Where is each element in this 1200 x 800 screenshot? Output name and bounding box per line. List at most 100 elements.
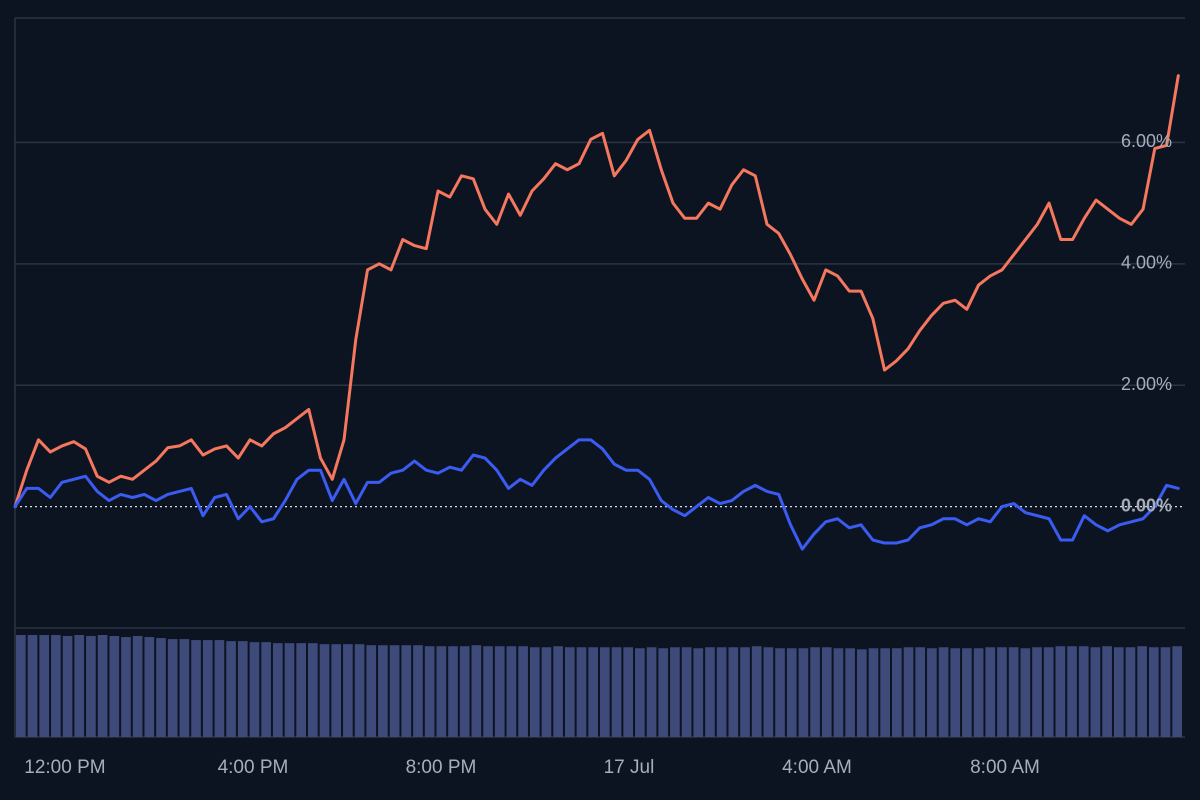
- volume-bar: [868, 648, 879, 737]
- volume-bar: [1090, 647, 1101, 737]
- volume-bar: [121, 637, 131, 737]
- volume-bar: [1113, 647, 1124, 737]
- volume-bar: [1055, 646, 1066, 737]
- volume-bar: [915, 647, 926, 737]
- volume-bar: [973, 648, 984, 737]
- volume-bar: [202, 640, 213, 737]
- volume-bar: [541, 647, 552, 737]
- volume-bar: [448, 646, 458, 737]
- volume-bar: [459, 646, 470, 737]
- volume-bar: [833, 648, 844, 737]
- volume-bar: [670, 647, 680, 737]
- x-tick-label: 8:00 PM: [406, 757, 477, 778]
- volume-bar: [716, 647, 727, 737]
- volume-bar: [86, 636, 96, 737]
- volume-bar: [775, 648, 785, 737]
- volume-bar: [576, 647, 587, 737]
- volume-bar: [681, 647, 692, 737]
- volume-bar: [109, 636, 120, 737]
- y-tick-label: 0.00%: [1121, 495, 1172, 515]
- volume-bar: [424, 646, 435, 737]
- volume-bar: [1078, 646, 1089, 737]
- volume-bar: [892, 648, 902, 737]
- x-tick-label: 4:00 PM: [218, 757, 289, 778]
- volume-bar: [51, 635, 61, 737]
- x-tick-label: 17 Jul: [604, 757, 655, 778]
- volume-bar: [611, 647, 622, 737]
- volume-bar: [413, 645, 423, 737]
- volume-bar: [529, 647, 540, 737]
- volume-bar: [16, 635, 26, 737]
- volume-bar: [214, 640, 225, 737]
- volume-bar: [272, 643, 283, 737]
- volume-bar: [658, 648, 669, 737]
- volume-bar: [1160, 647, 1171, 737]
- volume-bar: [179, 639, 190, 737]
- volume-bar: [62, 636, 73, 737]
- volume-bar: [74, 635, 85, 737]
- y-tick-label: 6.00%: [1121, 131, 1172, 151]
- volume-bar: [1043, 647, 1054, 737]
- volume-bar: [1067, 646, 1077, 737]
- volume-bar: [646, 647, 657, 737]
- volume-bar: [237, 641, 248, 737]
- volume-bar: [798, 648, 809, 737]
- volume-bar: [938, 647, 949, 737]
- volume-bar: [144, 637, 155, 737]
- volume-bar: [389, 645, 400, 737]
- y-tick-label: 4.00%: [1121, 253, 1172, 273]
- volume-bar: [1102, 646, 1112, 737]
- volume-bar: [226, 641, 236, 737]
- x-tick-label: 8:00 AM: [970, 757, 1040, 778]
- volume-bar: [856, 649, 867, 737]
- volume-bar: [1008, 647, 1019, 737]
- volume-bar: [880, 648, 890, 737]
- volume-bar: [927, 648, 937, 737]
- volume-bar: [1137, 646, 1147, 737]
- volume-bar: [693, 648, 704, 737]
- volume-bar: [506, 646, 517, 737]
- price-line: [13, 438, 1180, 551]
- price-line: [13, 74, 1180, 509]
- volume-bar: [1125, 647, 1136, 737]
- volume-bar: [132, 636, 143, 737]
- y-tick-label: 2.00%: [1121, 374, 1172, 394]
- volume-bar: [1148, 647, 1159, 737]
- volume-bar: [564, 647, 575, 737]
- volume-bar: [600, 647, 610, 737]
- volume-bar: [494, 646, 505, 737]
- volume-bar: [261, 642, 271, 737]
- volume-bar: [553, 646, 563, 737]
- volume-bar: [284, 643, 295, 737]
- volume-bar: [588, 647, 598, 737]
- volume-bar: [1172, 646, 1182, 737]
- volume-bar: [471, 645, 482, 737]
- volume-bar: [331, 644, 342, 737]
- volume-bar: [763, 647, 774, 737]
- volume-bar: [1020, 648, 1031, 737]
- volume-bar: [950, 648, 961, 737]
- volume-bar: [97, 635, 108, 737]
- volume-bar: [191, 640, 201, 737]
- volume-bar: [635, 648, 645, 737]
- volume-bar: [985, 647, 996, 737]
- volume-bar: [167, 639, 178, 737]
- volume-bar: [319, 644, 330, 737]
- volume-bar: [401, 645, 412, 737]
- volume-bar: [623, 647, 634, 737]
- volume-bar: [156, 638, 166, 737]
- volume-bar: [1032, 647, 1042, 737]
- volume-bar: [728, 647, 739, 737]
- x-tick-label: 12:00 PM: [24, 757, 105, 778]
- volume-bar: [786, 648, 797, 737]
- volume-bar: [39, 635, 50, 737]
- volume-bar: [436, 646, 447, 737]
- volume-bar: [821, 647, 832, 737]
- volume-bar: [249, 642, 260, 737]
- volume-bar: [366, 645, 377, 737]
- volume-bar: [343, 644, 353, 737]
- volume-bar: [845, 648, 855, 737]
- volume-bar: [378, 645, 388, 737]
